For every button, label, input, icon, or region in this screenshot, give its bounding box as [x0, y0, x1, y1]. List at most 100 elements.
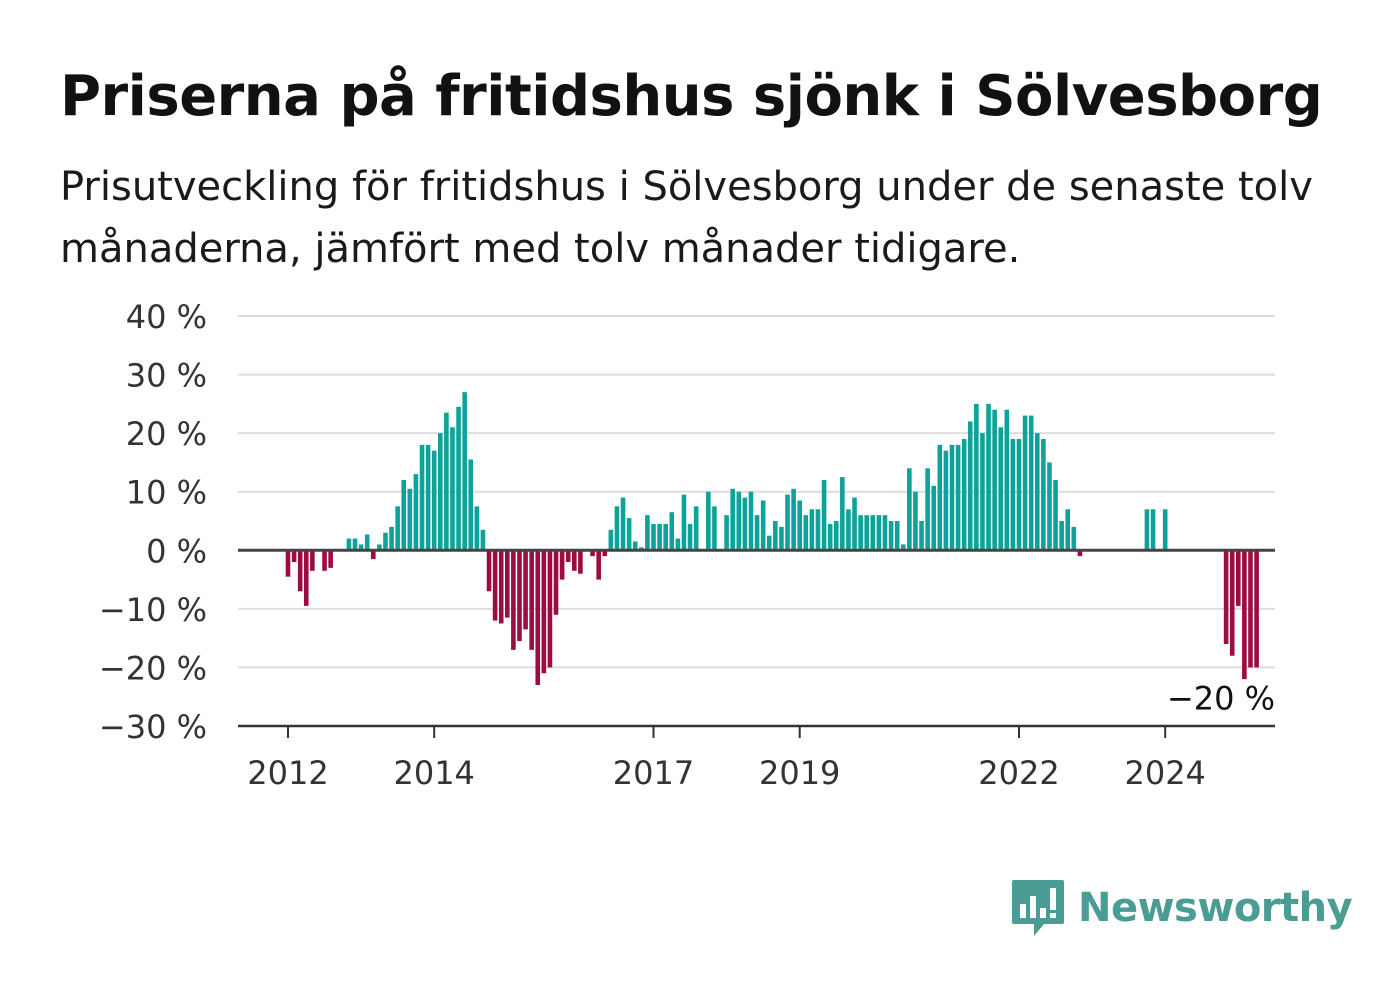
- bar: [425, 444, 431, 551]
- bar: [456, 406, 461, 551]
- bar: [870, 515, 876, 551]
- y-tick-label: 40 %: [126, 298, 207, 336]
- chart-title: Priserna på fritidshus sjönk i Sölvesbor…: [60, 64, 1323, 129]
- bar: [517, 550, 522, 642]
- bar: [565, 550, 571, 562]
- bar: [541, 550, 547, 674]
- bar: [1254, 550, 1259, 668]
- bar: [876, 515, 882, 551]
- bar: [377, 544, 382, 551]
- bar: [803, 515, 809, 551]
- bar: [383, 532, 388, 551]
- bar: [358, 544, 364, 551]
- bar: [1022, 415, 1028, 551]
- bar: [925, 468, 930, 551]
- bar: [675, 538, 681, 551]
- bar: [413, 474, 419, 551]
- bar: [712, 506, 717, 551]
- bar: [486, 550, 492, 592]
- bar: [462, 392, 467, 551]
- bar: [992, 409, 997, 551]
- bar: [310, 550, 315, 571]
- bar: [657, 523, 662, 551]
- y-tick-label: −10 %: [99, 591, 207, 629]
- bar: [955, 444, 961, 551]
- bar: [511, 550, 516, 650]
- bar: [1028, 415, 1034, 551]
- bar: [760, 500, 766, 551]
- bar: [1236, 550, 1241, 606]
- bar: [1034, 433, 1040, 551]
- x-tick-label: 2012: [247, 754, 328, 792]
- bar: [779, 526, 784, 551]
- bar: [608, 529, 614, 551]
- bar: [1229, 550, 1235, 656]
- bar: [553, 550, 559, 615]
- bar: [663, 523, 668, 551]
- bar: [1004, 409, 1010, 551]
- bar: [645, 515, 650, 551]
- bar: [578, 550, 583, 574]
- bar: [949, 444, 955, 551]
- bar: [620, 497, 626, 551]
- bar: [437, 433, 443, 551]
- bar: [791, 488, 796, 551]
- bar: [864, 515, 870, 551]
- bar: [1016, 439, 1022, 551]
- bar: [468, 459, 474, 551]
- bar: [827, 523, 833, 551]
- bar: [961, 439, 967, 551]
- bar: [1047, 462, 1052, 551]
- bar: [559, 550, 565, 580]
- bar: [852, 497, 857, 551]
- chart-subtitle: Prisutveckling för fritidshus i Sölvesbo…: [60, 164, 1313, 272]
- bar: [724, 515, 729, 551]
- bar: [998, 427, 1004, 551]
- bar: [858, 515, 863, 551]
- bar: [651, 523, 656, 551]
- bar: [614, 506, 620, 551]
- bar: [681, 494, 687, 551]
- bar: [1065, 509, 1071, 551]
- bar: [1248, 550, 1253, 668]
- bar: [766, 535, 772, 551]
- bar: [748, 491, 754, 551]
- x-tick-label: 2024: [1124, 754, 1205, 792]
- bar: [1077, 550, 1083, 557]
- annotations: −20 %: [1167, 679, 1275, 717]
- bar: [846, 509, 851, 551]
- newsworthy-logo[interactable]: Newsworthy: [1010, 878, 1353, 938]
- bar: [913, 491, 918, 551]
- last-value-label: −20 %: [1167, 679, 1275, 717]
- bar: [797, 500, 802, 551]
- bar: [754, 515, 760, 551]
- x-axis-ticks: 2012 2014 2017 2019 2022 2024: [247, 726, 1206, 792]
- bar: [1144, 509, 1150, 551]
- bar: [505, 550, 510, 618]
- bar: [937, 444, 943, 551]
- bar: [1053, 480, 1058, 551]
- bar: [785, 494, 790, 551]
- bar: [907, 468, 912, 551]
- bar: [474, 506, 480, 551]
- x-tick-label: 2019: [759, 754, 840, 792]
- bar: [632, 541, 638, 551]
- bar: [547, 550, 553, 668]
- bar: [706, 491, 711, 551]
- bar: [742, 497, 748, 551]
- grid-lines: [238, 315, 1275, 669]
- bar: [888, 521, 894, 551]
- bar: [687, 523, 693, 551]
- bar: [894, 521, 900, 551]
- bar: [395, 506, 400, 551]
- bar: [535, 550, 541, 685]
- bar: [596, 550, 601, 580]
- bar: [389, 526, 394, 551]
- bar: [931, 485, 937, 551]
- y-axis-ticks: 40 % 30 % 20 % 10 % 0 % −10 % −20 % −30 %: [99, 298, 207, 746]
- y-tick-label: 30 %: [126, 357, 207, 395]
- bar: [450, 427, 455, 551]
- x-tick-label: 2017: [613, 754, 694, 792]
- bar: [736, 491, 742, 551]
- bar: [590, 550, 595, 557]
